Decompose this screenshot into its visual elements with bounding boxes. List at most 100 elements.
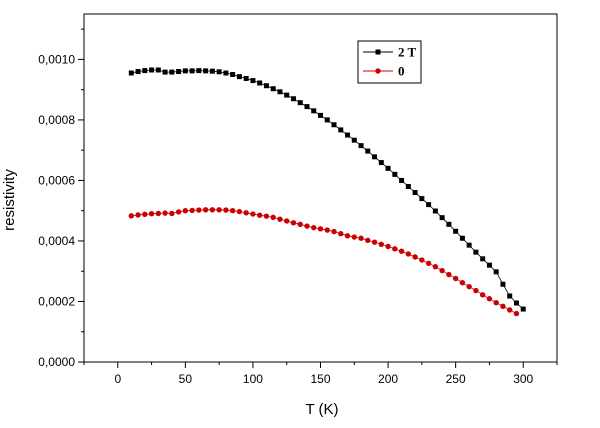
data-point [223,70,229,76]
data-point [318,112,323,118]
data-point [473,249,479,255]
data-point [128,213,134,219]
data-point [479,292,486,298]
data-point [216,207,222,213]
series-layer [128,67,526,317]
data-point [169,69,175,75]
plot-area [83,13,558,363]
data-point [446,221,452,227]
data-point [405,183,411,189]
x-tick-label: 100 [243,372,263,386]
data-point [230,72,236,78]
data-point [405,251,412,257]
x-tick-label: 300 [513,372,533,386]
data-point [216,69,222,75]
y-tick-label: 0,0004 [38,234,75,248]
data-point [297,221,303,228]
data-point [419,257,425,263]
legend: 2 T0 [357,40,422,84]
legend-marker [375,49,381,55]
legend-label: 2 T [398,45,417,60]
data-point [304,104,310,110]
data-point [520,306,526,312]
data-point [513,300,519,306]
data-point [169,210,175,217]
series-0 [128,207,520,317]
data-point [419,196,425,202]
data-point [372,154,378,160]
series-2t [128,67,526,312]
data-point [412,254,418,260]
y-tick-label: 0,0002 [38,294,75,308]
data-point [182,68,188,74]
plot-frame [83,13,558,363]
y-tick-label: 0,0008 [38,113,75,127]
data-point [297,100,303,106]
data-point [459,235,465,241]
data-point [155,67,161,73]
data-point [324,117,330,123]
data-point [223,207,229,213]
data-point [358,143,364,149]
data-point [439,267,445,274]
data-point [466,242,472,248]
data-point [371,239,378,245]
legend-item: 2 T [363,45,417,60]
data-point [257,80,263,86]
data-point [175,209,182,215]
data-point [162,210,168,216]
data-point [412,190,418,196]
data-point [338,230,344,237]
data-point [236,208,243,215]
data-point [493,299,499,306]
data-point [311,224,317,231]
data-point [135,212,141,218]
data-point [270,214,276,221]
data-point [290,96,296,102]
data-point [466,283,472,290]
data-point [324,227,330,233]
data-point [236,74,242,80]
y-tick-label: 0,0006 [38,173,75,187]
data-point [277,216,283,222]
data-point [331,122,337,128]
data-point [277,89,283,95]
data-point [338,127,344,133]
data-point [189,207,195,214]
data-point [243,75,249,81]
legend-marker [375,68,381,74]
data-point [250,211,256,217]
y-axis: 0,0000 0,0002 0,0004 0,0006 0,0008 0,0010 [38,28,84,369]
data-point [432,208,438,214]
data-point [432,263,439,270]
legend-box [357,40,422,84]
legend-item: 0 [363,64,405,79]
data-point [209,207,216,213]
data-point [378,160,384,166]
x-tick-label: 50 [179,372,193,386]
data-point [304,223,310,229]
data-point [426,202,432,208]
data-point [500,281,506,287]
x-tick-label: 150 [310,372,330,386]
data-point [351,234,357,240]
data-point [176,68,182,74]
data-point [344,233,351,239]
y-tick-label: 0,0000 [38,355,75,369]
data-point [243,210,249,216]
data-point [473,287,479,294]
data-point [392,246,398,252]
data-point [399,177,405,183]
data-point [155,210,162,217]
data-point [365,148,371,154]
data-point [513,310,520,317]
x-axis-title: T (K) [305,401,338,418]
data-point [149,67,155,73]
data-point [182,207,189,214]
data-point [446,271,452,278]
data-point [493,269,499,275]
x-tick-label: 200 [378,372,398,386]
data-point [270,86,276,92]
data-point [202,207,209,213]
